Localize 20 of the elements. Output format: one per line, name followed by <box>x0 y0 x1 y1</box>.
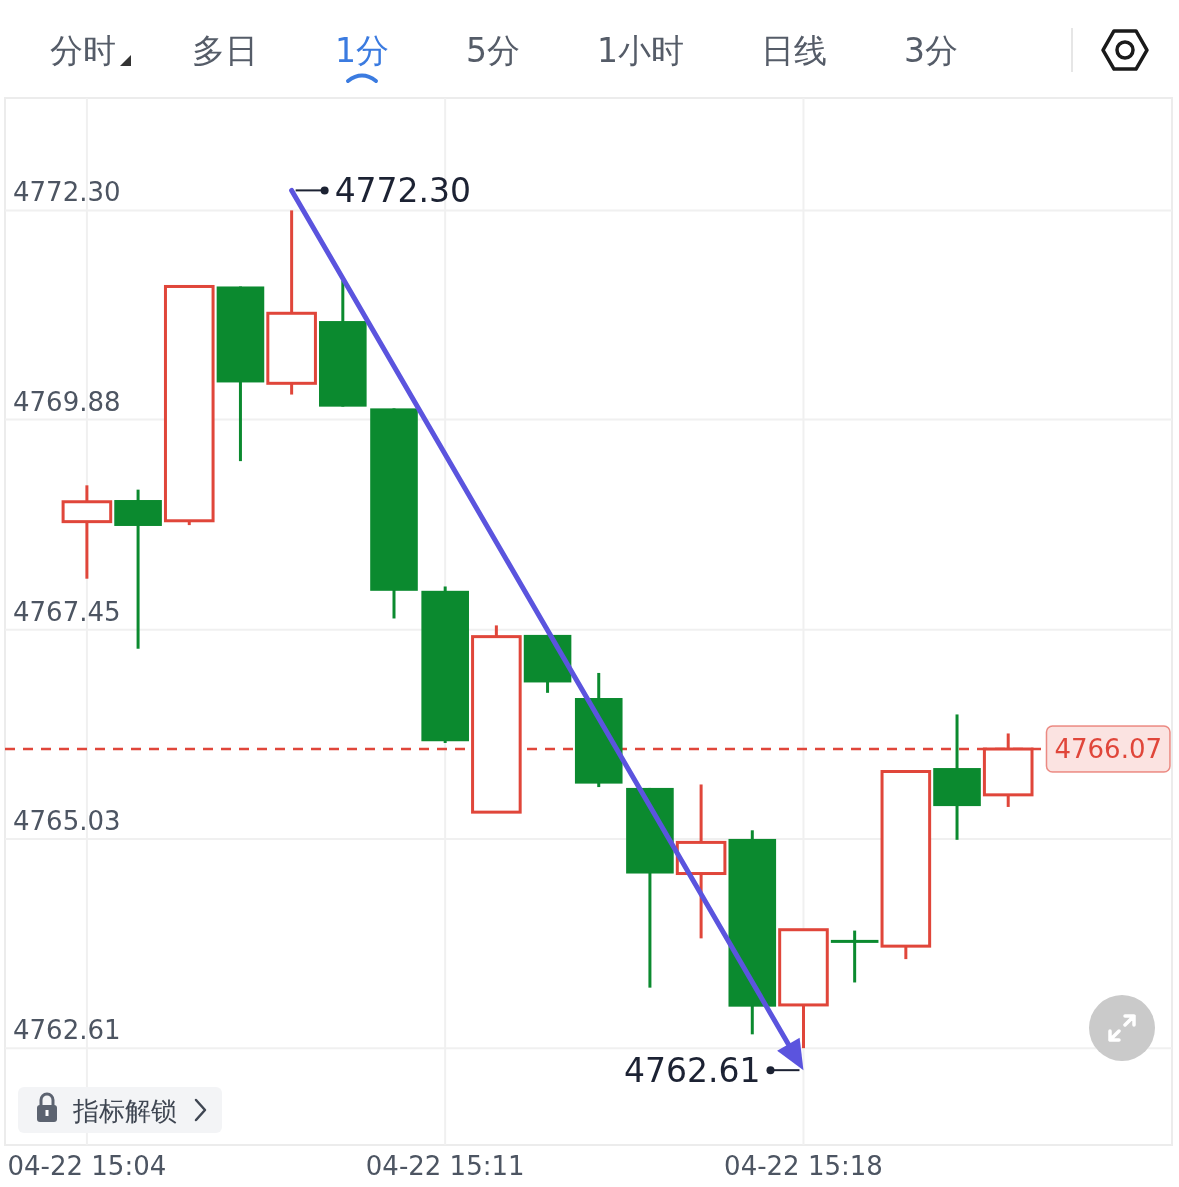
x-tick-label: 04-22 15:04 <box>7 1151 167 1181</box>
tab-label: 分时 <box>50 31 116 70</box>
x-tick-label: 04-22 15:11 <box>365 1151 525 1181</box>
tab-label: 1分 <box>335 31 389 70</box>
y-tick-label: 4765.03 <box>13 805 121 836</box>
ref-line-label: 4766.07 <box>1045 725 1171 773</box>
annotation-label: 4762.61 <box>624 1050 761 1090</box>
x-tick-label: 04-22 15:18 <box>724 1151 883 1181</box>
tab-label: 1小时 <box>597 31 684 70</box>
annotation-label: 4772.30 <box>334 170 472 210</box>
tab-label: 多日 <box>192 31 258 70</box>
button-label: 指标解锁 <box>73 1096 177 1126</box>
y-tick-label: 4762.61 <box>13 1015 121 1046</box>
y-tick-label: 4767.45 <box>13 596 121 627</box>
tab-label: 5分 <box>466 31 520 70</box>
y-tick-label: 4772.30 <box>13 177 121 208</box>
ref-line-label: 4766.07 <box>1054 734 1162 765</box>
tab-label: 3分 <box>904 31 958 70</box>
tab-label: 日线 <box>761 31 827 70</box>
y-tick-label: 4769.88 <box>13 386 121 417</box>
